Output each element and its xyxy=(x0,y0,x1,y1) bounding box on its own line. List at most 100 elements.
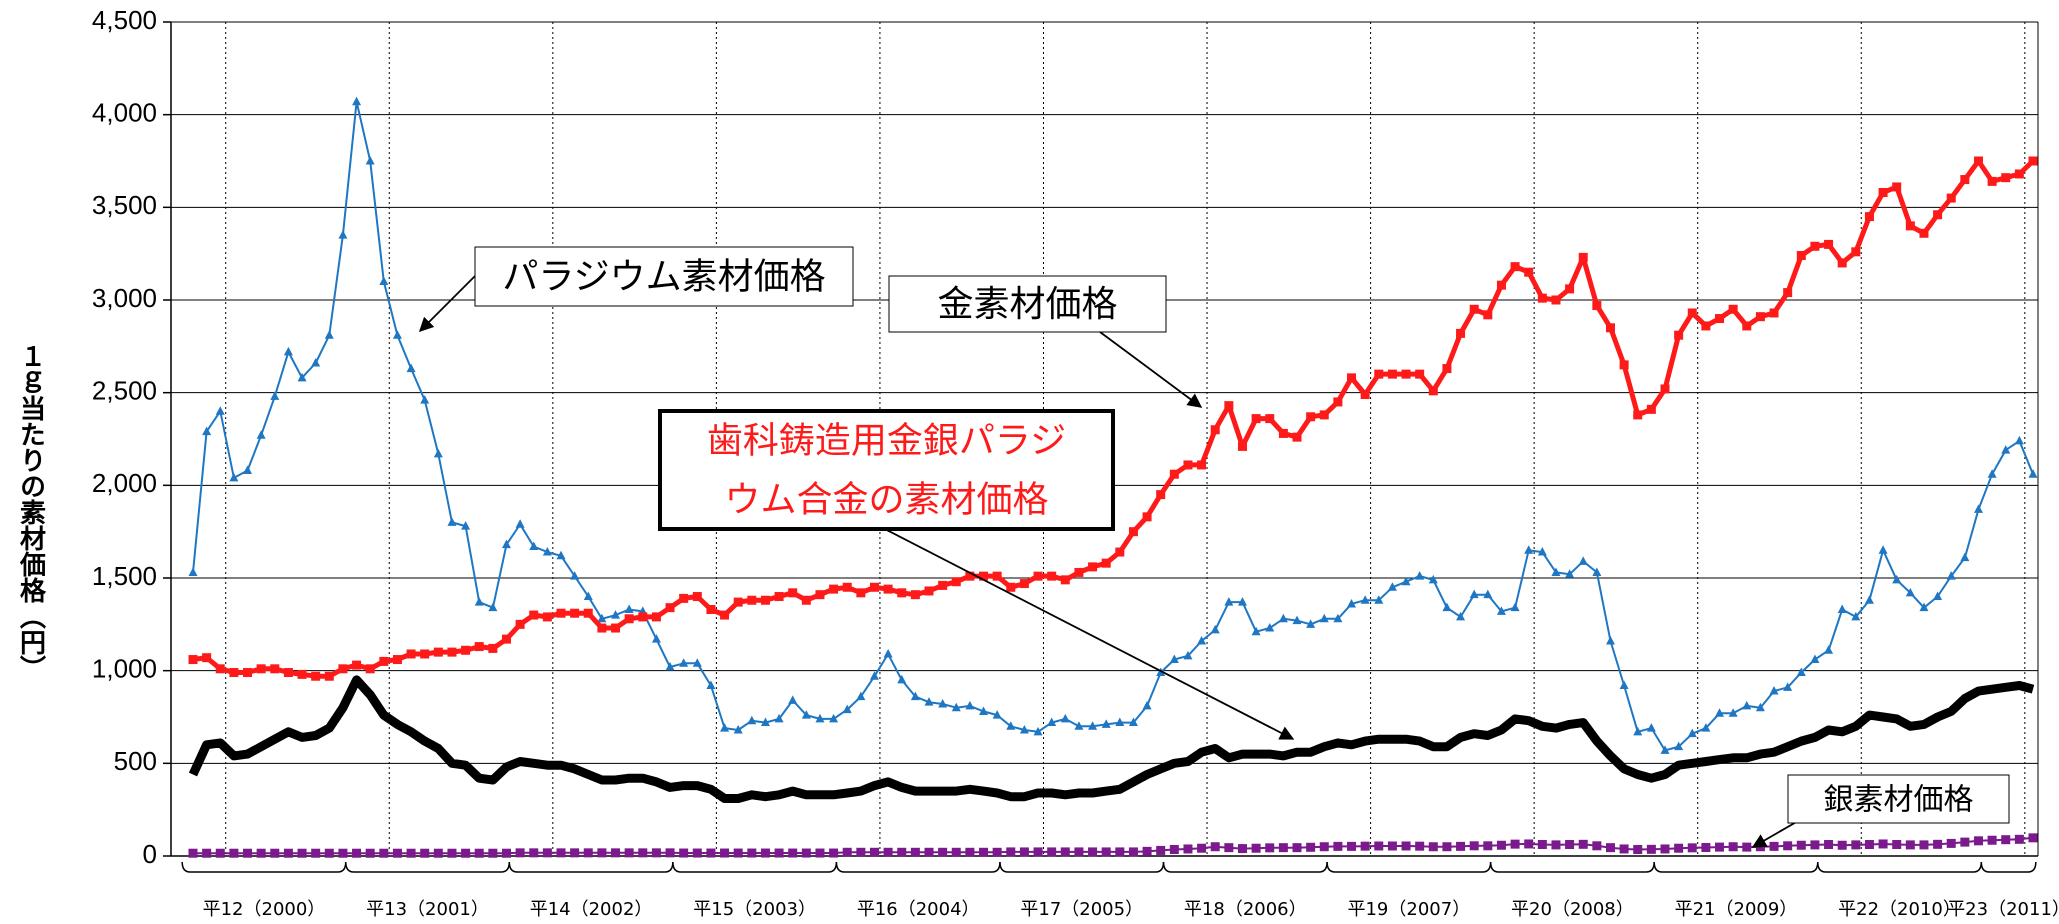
point-marker xyxy=(461,521,471,530)
point-marker xyxy=(829,713,839,723)
point-marker xyxy=(597,848,607,858)
point-marker xyxy=(1878,188,1888,198)
point-marker xyxy=(829,584,839,594)
point-marker xyxy=(1565,284,1575,294)
point-marker xyxy=(774,713,784,723)
point-marker xyxy=(1864,595,1874,604)
point-marker xyxy=(1442,602,1452,612)
point-marker xyxy=(1183,844,1193,854)
point-marker xyxy=(542,612,552,622)
point-marker xyxy=(433,647,443,657)
point-marker xyxy=(760,717,770,727)
x-tick-label: 平17（2005） xyxy=(1020,899,1143,920)
point-marker xyxy=(692,592,702,602)
point-marker xyxy=(2014,435,2024,445)
point-marker xyxy=(1892,182,1902,192)
point-marker xyxy=(1605,636,1615,645)
point-marker xyxy=(1524,545,1534,554)
point-marker xyxy=(869,847,879,857)
point-marker xyxy=(1265,843,1275,853)
point-marker xyxy=(1115,717,1125,727)
point-marker xyxy=(420,848,430,858)
point-marker xyxy=(842,847,852,857)
point-marker xyxy=(1047,717,1057,727)
y-axis-title: １ｇ当たりの素材価格（円） xyxy=(16,343,47,681)
point-marker xyxy=(2014,169,2024,179)
point-marker xyxy=(1169,469,1179,479)
annotation-arrow xyxy=(876,524,1295,740)
point-marker xyxy=(311,671,321,681)
point-marker xyxy=(1742,700,1752,710)
point-marker xyxy=(733,597,743,607)
y-tick-label: 4,000 xyxy=(92,98,157,128)
point-marker xyxy=(2014,834,2024,844)
point-marker xyxy=(760,848,770,858)
point-marker xyxy=(1783,288,1793,298)
point-marker xyxy=(842,704,852,714)
point-marker xyxy=(1933,210,1943,220)
point-marker xyxy=(1715,708,1725,717)
annotation-box xyxy=(888,275,1167,333)
point-marker xyxy=(692,658,702,667)
year-bracket xyxy=(1980,861,2037,873)
point-marker xyxy=(283,668,293,678)
point-marker xyxy=(2028,156,2038,166)
year-bracket xyxy=(344,861,511,873)
point-marker xyxy=(1796,667,1806,677)
point-marker xyxy=(2028,833,2038,843)
point-marker xyxy=(1619,844,1629,854)
point-marker xyxy=(1360,390,1370,400)
point-marker xyxy=(651,612,661,622)
point-marker xyxy=(1415,369,1425,379)
point-marker xyxy=(951,577,961,587)
point-marker xyxy=(1905,587,1915,597)
annotation-text: ウム合金の素材価格 xyxy=(724,480,1048,521)
point-marker xyxy=(1033,847,1043,857)
point-marker xyxy=(447,848,457,858)
point-marker xyxy=(1524,267,1534,277)
point-marker xyxy=(1810,241,1820,251)
point-marker xyxy=(474,597,484,606)
point-marker xyxy=(1551,295,1561,305)
point-marker xyxy=(229,472,239,482)
point-marker xyxy=(1973,156,1983,166)
point-marker xyxy=(597,623,607,633)
point-marker xyxy=(1973,504,1983,513)
point-marker xyxy=(379,276,389,285)
point-marker xyxy=(1578,556,1588,565)
point-marker xyxy=(1074,721,1084,730)
year-bracket xyxy=(1489,861,1655,873)
point-marker xyxy=(1864,840,1874,850)
point-marker xyxy=(651,848,661,858)
point-marker xyxy=(406,649,416,659)
point-marker xyxy=(447,647,457,657)
point-marker xyxy=(924,697,934,706)
point-marker xyxy=(1483,589,1493,599)
annotation-box xyxy=(474,246,854,307)
point-marker xyxy=(1469,589,1479,599)
point-marker xyxy=(938,580,948,590)
point-marker xyxy=(992,571,1002,581)
point-marker xyxy=(392,330,402,339)
point-marker xyxy=(1060,713,1070,723)
point-marker xyxy=(842,582,852,592)
point-marker xyxy=(1197,636,1207,645)
point-marker xyxy=(1033,726,1043,736)
point-marker xyxy=(297,372,307,382)
point-marker xyxy=(829,848,839,858)
point-marker xyxy=(951,702,961,712)
point-marker xyxy=(1469,304,1479,314)
point-marker xyxy=(897,847,907,857)
point-marker xyxy=(1333,397,1343,407)
point-marker xyxy=(1387,369,1397,379)
point-marker xyxy=(965,700,975,710)
point-marker xyxy=(1619,680,1629,689)
point-marker xyxy=(1237,441,1247,451)
year-bracket xyxy=(181,861,347,873)
point-marker xyxy=(1319,613,1329,623)
y-tick-label: 500 xyxy=(114,746,157,776)
point-marker xyxy=(229,848,239,858)
point-marker xyxy=(910,847,920,857)
point-marker xyxy=(488,848,498,858)
point-marker xyxy=(188,655,198,665)
